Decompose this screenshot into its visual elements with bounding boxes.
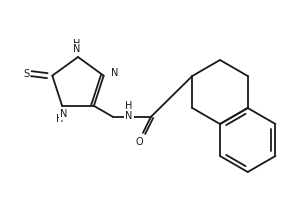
Text: N: N <box>125 111 133 121</box>
Text: S: S <box>23 69 29 79</box>
Text: H: H <box>56 114 64 124</box>
Text: H: H <box>125 101 133 111</box>
Text: N: N <box>60 109 68 119</box>
Text: H: H <box>73 39 81 49</box>
Text: N: N <box>73 44 81 54</box>
Text: N: N <box>111 68 118 78</box>
Text: O: O <box>135 137 143 147</box>
